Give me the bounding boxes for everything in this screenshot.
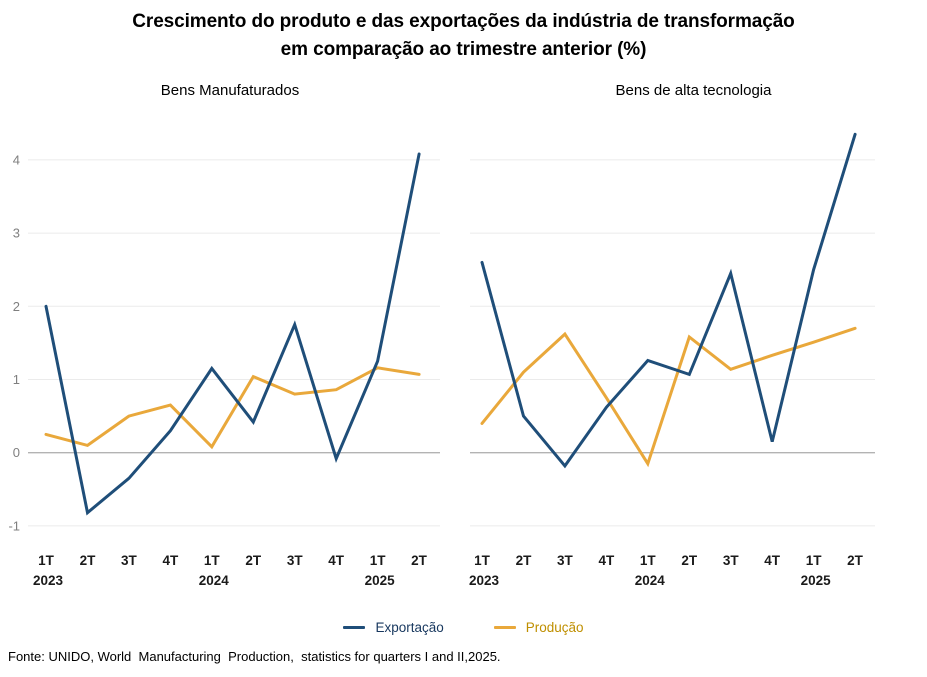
y-tick-label: 4	[13, 152, 20, 167]
series-line-produção	[480, 326, 857, 468]
legend-label-exportacao: Exportação	[375, 620, 444, 635]
x-year-label: 2024	[199, 573, 230, 588]
x-tick-label: 3T	[557, 553, 574, 568]
x-year-label: 2025	[365, 573, 396, 588]
x-tick-label: 4T	[162, 553, 179, 568]
x-tick-label: 1T	[38, 553, 55, 568]
x-tick-label: 1T	[204, 553, 221, 568]
x-tick-label: 2T	[681, 553, 698, 568]
legend-item-producao: Produção	[493, 620, 584, 635]
x-tick-label: 2T	[80, 553, 97, 568]
x-tick-label: 2T	[411, 553, 428, 568]
y-tick-label: -1	[8, 518, 20, 533]
exportacao-line-swatch	[343, 626, 366, 629]
page-title-line1: Crescimento do produto e das exportações…	[132, 11, 795, 32]
x-year-label: 2023	[469, 573, 500, 588]
x-year-label: 2024	[635, 573, 666, 588]
legend-item-exportacao: Exportação	[343, 620, 444, 635]
subtitle-bens-manufaturados: Bens Manufaturados	[160, 82, 300, 99]
x-tick-label: 3T	[723, 553, 740, 568]
page-title-line2: em comparação ao trimestre anterior (%)	[280, 39, 647, 60]
x-year-label: 2025	[801, 573, 832, 588]
y-tick-label: 0	[13, 445, 20, 460]
y-tick-label: 3	[13, 226, 20, 241]
subtitle-bens-alta-tecnologia: Bens de alta tecnologia	[615, 82, 772, 99]
x-year-label: 2023	[33, 573, 64, 588]
x-tick-label: 4T	[764, 553, 781, 568]
x-tick-label: 2T	[847, 553, 864, 568]
producao-line-swatch	[493, 626, 516, 629]
x-tick-label: 3T	[287, 553, 304, 568]
x-tick-label: 2T	[516, 553, 533, 568]
x-tick-label: 4T	[328, 553, 345, 568]
x-tick-label: 1T	[806, 553, 823, 568]
legend: Exportação Produção	[0, 620, 927, 635]
series-line-exportação	[44, 152, 421, 516]
x-tick-label: 3T	[121, 553, 138, 568]
y-tick-label: 2	[13, 299, 20, 314]
line-chart-bens-manufaturados: 4 3 2 1 0 -1 1T 2T 3T 4T 1T 2T 3T 4T 1T 2T 2023 2024 2025	[8, 152, 440, 588]
x-tick-label: 2T	[245, 553, 262, 568]
x-tick-label: 1T	[474, 553, 491, 568]
source-note: Fonte: UNIDO, World Manufacturing Produc…	[8, 649, 501, 664]
line-chart-bens-alta-tecnologia: 1T 2T 3T 4T 1T 2T 3T 4T 1T 2T 2023 2024 2025	[469, 132, 875, 588]
series-line-produção	[44, 366, 421, 450]
x-tick-label: 1T	[640, 553, 657, 568]
legend-label-producao: Produção	[525, 620, 584, 635]
page-title: Crescimento do produto e das exportações…	[0, 8, 927, 64]
x-tick-label: 1T	[370, 553, 387, 568]
x-tick-label: 4T	[598, 553, 615, 568]
series-line-exportação	[480, 132, 857, 469]
y-tick-label: 1	[13, 372, 20, 387]
